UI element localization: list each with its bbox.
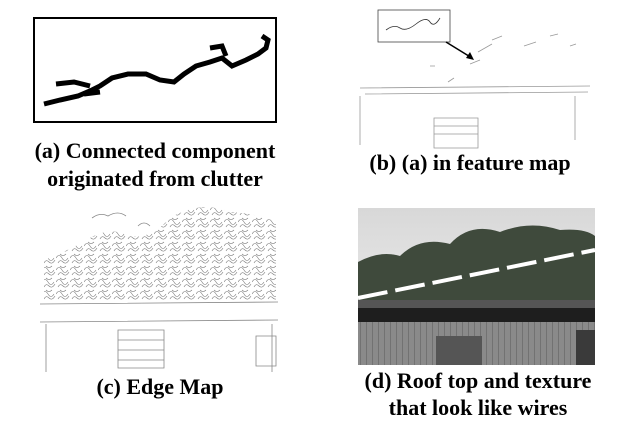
panel-a: (a) Connected component originated from … bbox=[34, 18, 276, 191]
photo-vent bbox=[436, 336, 482, 365]
cloud-edge bbox=[92, 213, 150, 226]
figure: (a) Connected component originated from … bbox=[0, 0, 624, 423]
building-edges bbox=[40, 302, 278, 372]
panel-c: (c) Edge Map bbox=[40, 207, 278, 399]
edge-fragments bbox=[430, 34, 576, 82]
caption: (d) Roof top and texture bbox=[365, 368, 592, 393]
caption: (b) (a) in feature map bbox=[369, 150, 570, 175]
panel-d: (d) Roof top and texture that look like … bbox=[358, 208, 595, 420]
arrow-head bbox=[466, 52, 474, 60]
photo-eave bbox=[358, 308, 595, 322]
photo-door bbox=[576, 330, 595, 365]
caption: (a) Connected component bbox=[35, 138, 276, 163]
roof-edge bbox=[360, 86, 590, 94]
caption: (c) Edge Map bbox=[96, 374, 223, 399]
caption: that look like wires bbox=[389, 395, 568, 420]
building-edges bbox=[360, 96, 575, 148]
caption: originated from clutter bbox=[47, 166, 263, 191]
component-box bbox=[34, 18, 276, 122]
panel-b: (b) (a) in feature map bbox=[360, 10, 590, 175]
photo-roof bbox=[358, 300, 595, 308]
tree-texture bbox=[44, 207, 276, 300]
inset-box bbox=[378, 10, 450, 42]
